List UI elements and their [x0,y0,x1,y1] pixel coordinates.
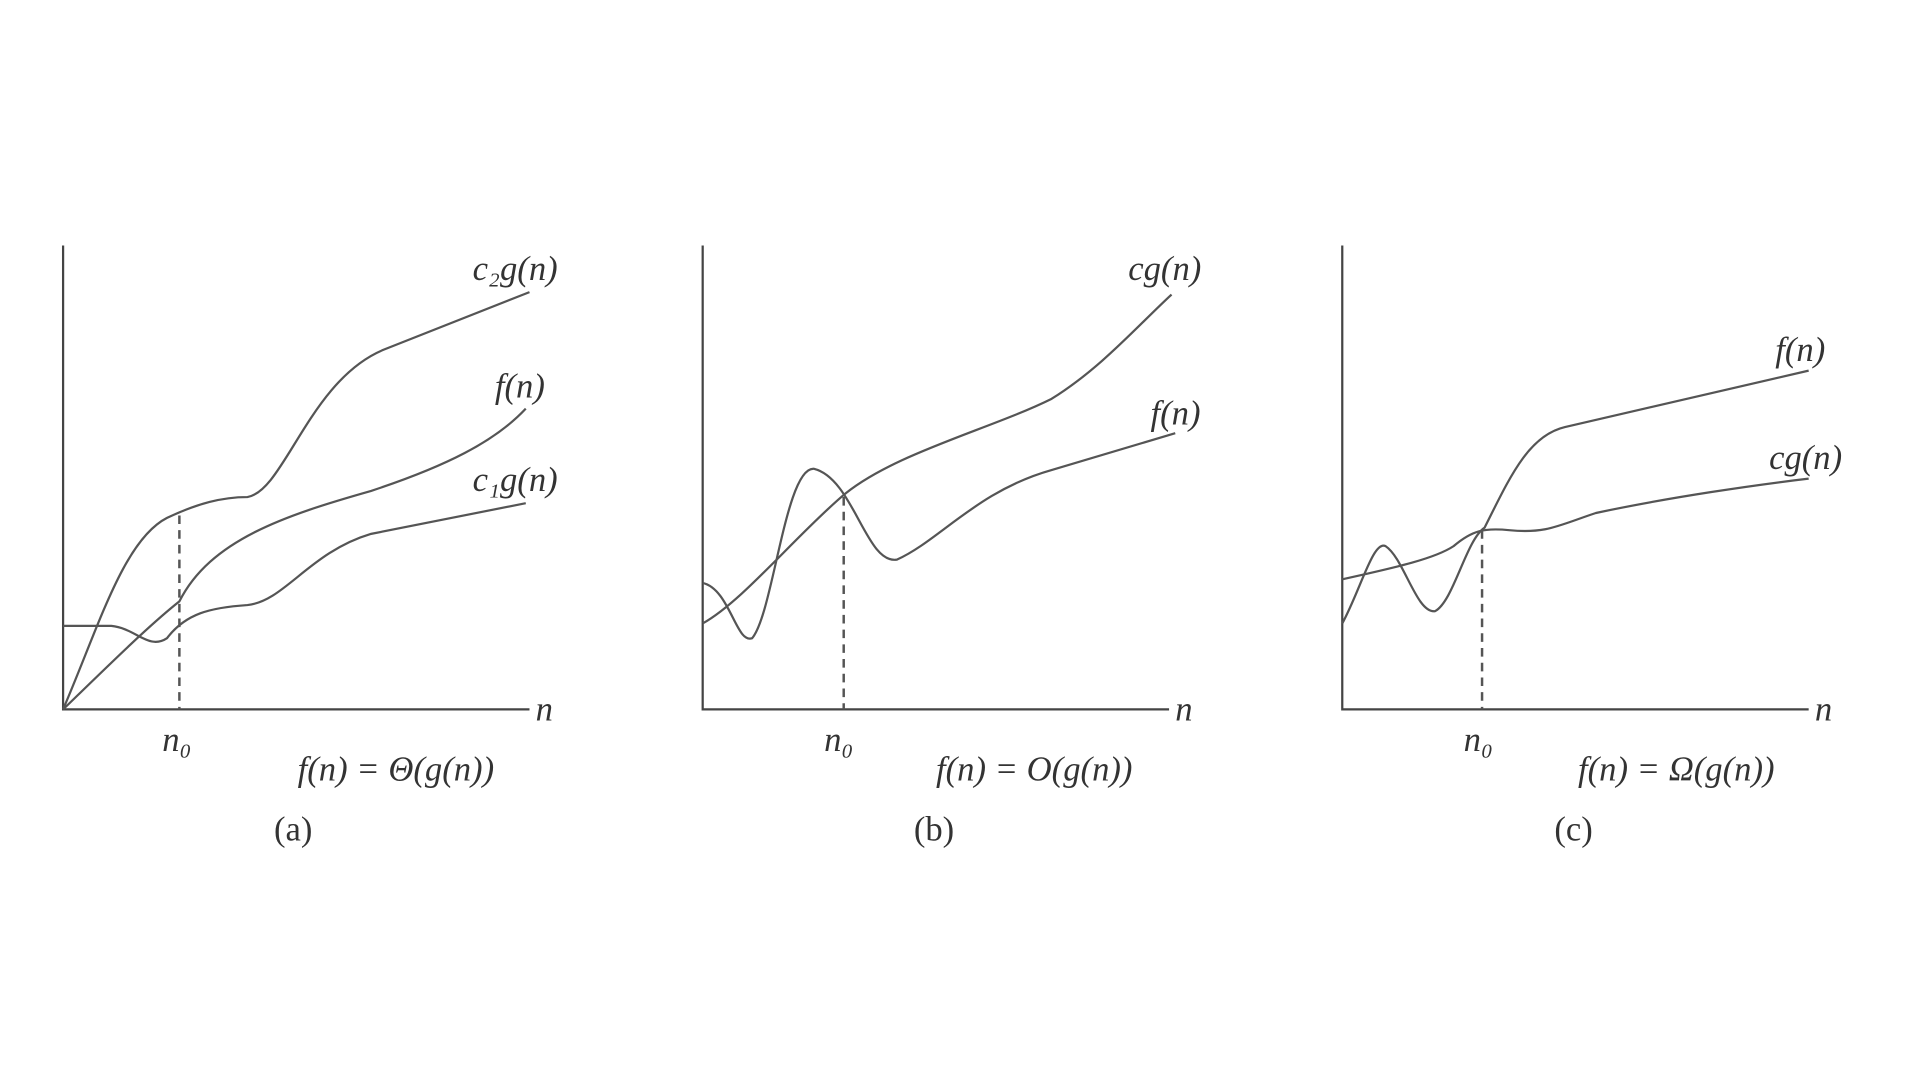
threshold-label: n₀ [1464,721,1493,759]
curve-label: f(n) [1151,395,1201,433]
panel-b: cg(n) f(n) n n₀ f(n) = O(g(n)) (b) [701,245,1201,849]
curve-label: cg(n) [1769,439,1842,477]
formula: f(n) = Ω(g(n)) [1578,751,1775,789]
caption: (b) [914,811,954,849]
curve-label: f(n) [1775,331,1825,369]
threshold-label: n₀ [162,721,191,759]
axes [61,245,530,711]
formula: f(n) = O(g(n)) [936,751,1132,789]
upper-bound-curve [702,293,1173,625]
panel-a: c₂g(n) f(n) c₁g(n) n n₀ f(n) = Θ(g(n)) (… [61,245,558,849]
function-curve [1341,369,1809,624]
axis-label: n [1815,691,1832,729]
caption: (c) [1554,811,1592,849]
axis-label: n [536,691,553,729]
axes [1341,245,1809,711]
function-curve [702,432,1176,640]
curve-label: f(n) [495,368,545,406]
axes [701,245,1170,711]
curve-label: cg(n) [1128,250,1201,288]
function-curve [62,407,527,711]
panel-c: f(n) cg(n) n n₀ f(n) = Ω(g(n)) (c) [1341,245,1842,849]
upper-bound-curve [62,291,530,710]
caption: (a) [274,811,312,849]
lower-bound-curve [63,502,526,643]
curve-label: c₂g(n) [473,250,558,288]
lower-bound-curve [1342,477,1809,581]
threshold-label: n₀ [824,721,853,759]
formula: f(n) = Θ(g(n)) [298,751,494,789]
curve-label: c₁g(n) [473,461,558,499]
axis-label: n [1175,691,1192,729]
